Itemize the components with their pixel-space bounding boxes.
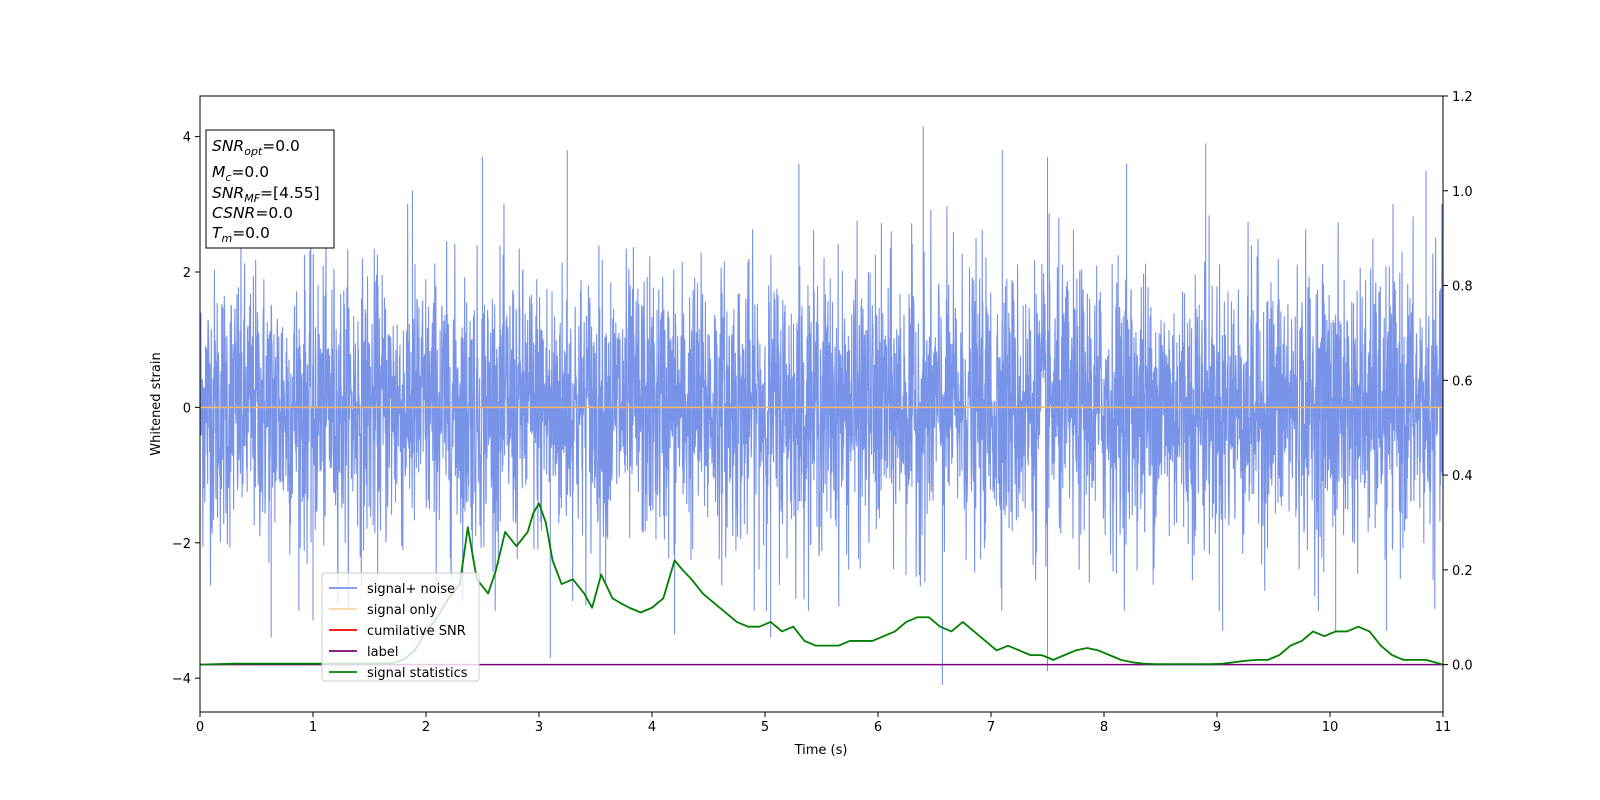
x-tick-label: 9 — [1213, 720, 1221, 735]
legend: signal+ noise signal only cumilative SNR la… — [321, 572, 480, 682]
y2-tick-label: 0.6 — [1452, 374, 1473, 389]
legend-label: signal+ noise — [367, 582, 455, 597]
x-tick-label: 8 — [1100, 720, 1108, 735]
series-line-signal-noise — [200, 126, 1443, 685]
plot-frame — [199, 95, 1444, 713]
y-tick-label: 4 — [183, 131, 191, 146]
x-tick-label: 1 — [309, 720, 317, 735]
y2-tick-label: 0.4 — [1452, 469, 1473, 484]
y-axis-ticks: −4 −2 0 2 4 — [172, 131, 200, 687]
info-mc: Mc=0.0 — [212, 163, 269, 184]
info-box: SNRopt=0.0 Mc=0.0 SNRMF=[4.55] CSNR=0.0 … — [205, 129, 335, 249]
info-snr-opt: SNRopt=0.0 — [212, 137, 300, 158]
x-tick-label: 0 — [196, 720, 204, 735]
y2-tick-label: 0.8 — [1452, 280, 1473, 295]
legend-frame — [321, 572, 480, 682]
info-csnr: CSNR=0.0 — [212, 204, 293, 222]
x-tick-label: 11 — [1435, 720, 1452, 735]
y-tick-label: −2 — [172, 537, 191, 552]
x-tick-label: 5 — [761, 720, 769, 735]
x-tick-label: 7 — [987, 720, 995, 735]
y-axis-label: Whitened strain — [149, 352, 164, 455]
x-axis-ticks: 0 1 2 3 4 5 6 7 8 9 10 11 — [196, 712, 1451, 735]
x-tick-label: 3 — [535, 720, 543, 735]
y-tick-label: −4 — [172, 672, 191, 687]
x-tick-label: 2 — [422, 720, 430, 735]
y2-tick-label: 0.0 — [1452, 659, 1473, 674]
legend-label: signal statistics — [367, 666, 468, 681]
y2-tick-label: 1.0 — [1452, 185, 1473, 200]
legend-label: signal only — [367, 603, 437, 618]
y2-tick-label: 0.2 — [1452, 564, 1473, 579]
x-tick-label: 4 — [648, 720, 656, 735]
y2-tick-label: 1.2 — [1452, 90, 1473, 105]
y2-axis-ticks: 0.0 0.2 0.4 0.6 0.8 1.0 1.2 — [1443, 90, 1473, 674]
info-box-frame — [205, 129, 335, 249]
y-tick-label: 0 — [183, 401, 191, 416]
legend-label: label — [367, 645, 398, 660]
series-line-signal-statistics — [200, 502, 1443, 666]
y-tick-label: 2 — [183, 266, 191, 281]
info-snr-mf: SNRMF=[4.55] — [212, 184, 320, 205]
x-axis-label: Time (s) — [794, 743, 848, 758]
x-tick-label: 10 — [1322, 720, 1339, 735]
x-tick-label: 6 — [874, 720, 882, 735]
info-tm: Tm=0.0 — [212, 224, 270, 245]
legend-label: cumilative SNR — [367, 624, 466, 639]
